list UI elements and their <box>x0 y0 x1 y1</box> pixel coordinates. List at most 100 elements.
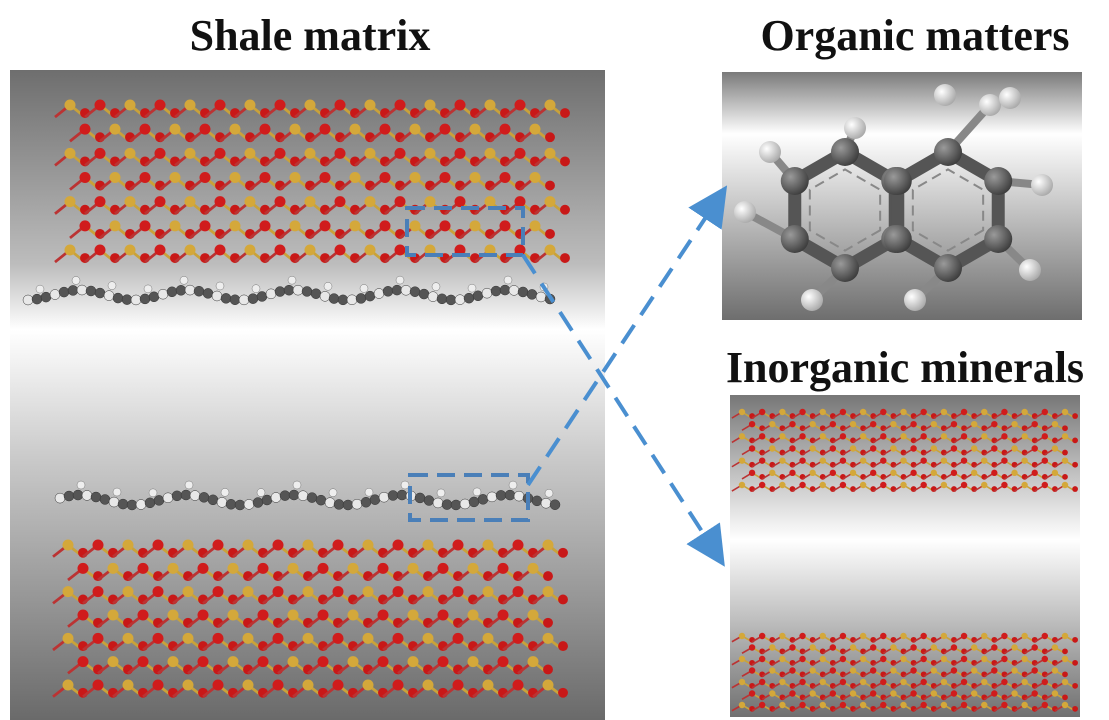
atom <box>214 99 226 111</box>
atom <box>991 445 998 452</box>
atom <box>526 289 538 300</box>
aromatic-ring <box>911 168 985 252</box>
atom <box>499 172 511 183</box>
atom <box>182 679 194 691</box>
atom <box>362 539 374 551</box>
atom <box>960 655 968 663</box>
atom <box>890 667 897 674</box>
atom <box>1001 632 1008 640</box>
atom <box>332 586 344 598</box>
atom <box>79 123 91 135</box>
atom <box>512 632 524 644</box>
atom <box>347 609 359 621</box>
atom <box>991 644 998 651</box>
atom <box>819 481 826 489</box>
atom <box>396 489 408 501</box>
atom <box>1072 437 1078 444</box>
atom <box>184 284 196 296</box>
atom <box>109 172 121 183</box>
atom <box>182 586 194 598</box>
atom <box>431 282 441 291</box>
atom <box>64 244 76 256</box>
atom <box>558 594 568 605</box>
atom <box>1011 420 1018 428</box>
atom <box>839 457 847 464</box>
arrow <box>526 185 728 487</box>
atom <box>799 701 806 709</box>
atom <box>497 609 509 621</box>
atom <box>950 644 958 651</box>
atom <box>154 244 166 256</box>
atom <box>829 644 837 651</box>
atom <box>758 678 766 686</box>
atom <box>72 489 84 501</box>
atom <box>1031 690 1038 697</box>
atom <box>229 220 241 232</box>
atom <box>920 433 927 440</box>
atom <box>920 632 927 640</box>
atom <box>920 408 927 416</box>
atoms <box>22 99 1078 712</box>
atom <box>880 408 887 416</box>
atom <box>379 220 391 232</box>
atom <box>543 664 553 675</box>
atom <box>1021 408 1028 416</box>
c-atom <box>831 254 859 282</box>
atom <box>439 220 451 232</box>
atom <box>819 678 826 686</box>
atom <box>424 147 436 159</box>
atom <box>1021 655 1028 663</box>
atom <box>1051 420 1059 428</box>
atom <box>1072 486 1078 492</box>
atom <box>809 644 816 651</box>
atom <box>738 655 746 663</box>
atom <box>328 488 338 497</box>
atom <box>839 701 847 709</box>
atom <box>769 469 776 477</box>
atom <box>1072 682 1078 689</box>
atom <box>94 244 106 256</box>
atom <box>849 690 857 697</box>
atom <box>64 147 76 159</box>
atom <box>799 655 806 663</box>
atom <box>436 293 448 305</box>
atom <box>99 494 111 505</box>
atom <box>981 632 988 640</box>
atom <box>323 282 333 291</box>
atom <box>544 99 556 111</box>
atom <box>137 656 149 668</box>
atom <box>272 586 284 598</box>
atom <box>124 99 136 111</box>
atom <box>274 99 286 111</box>
atom <box>148 291 160 303</box>
atom <box>360 496 372 508</box>
atom <box>259 220 271 232</box>
atom <box>970 644 978 651</box>
atom <box>261 494 273 506</box>
atom <box>452 539 464 551</box>
atom <box>482 586 494 598</box>
atom <box>469 172 481 183</box>
atom <box>1062 671 1068 678</box>
atom <box>748 445 756 452</box>
atom <box>849 469 857 477</box>
atom <box>1011 445 1018 452</box>
atom <box>1061 678 1069 686</box>
atom <box>452 632 464 644</box>
atom <box>437 562 449 574</box>
atom <box>900 408 907 416</box>
atom <box>900 701 907 709</box>
atom <box>337 294 349 306</box>
atom <box>930 690 937 697</box>
atom <box>789 644 796 651</box>
atom <box>950 445 958 452</box>
atom <box>94 287 106 299</box>
atom <box>859 408 867 416</box>
atom <box>1041 408 1049 416</box>
atom <box>950 420 958 428</box>
atom <box>332 679 344 691</box>
atom <box>152 539 164 551</box>
atom <box>424 196 436 208</box>
atom <box>880 632 887 640</box>
atom <box>535 291 547 303</box>
